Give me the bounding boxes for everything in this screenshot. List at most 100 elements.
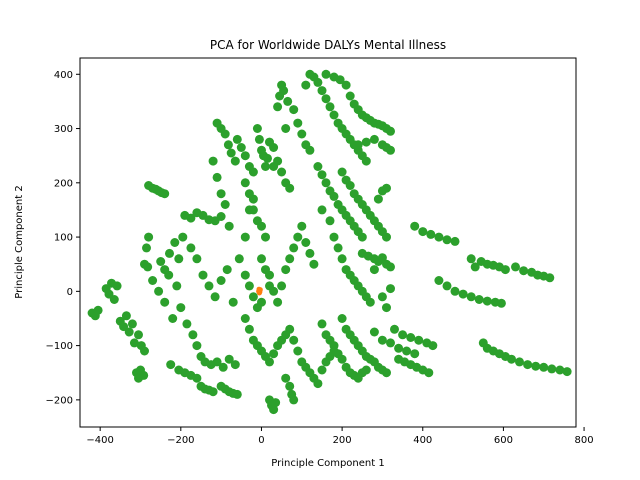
y-tick-label: −200 [46, 395, 73, 406]
data-point [198, 270, 208, 280]
data-point [156, 257, 166, 266]
data-point [386, 145, 395, 155]
data-point [234, 254, 244, 264]
data-point [144, 232, 154, 242]
data-point [369, 265, 379, 275]
data-point [321, 94, 331, 104]
data-point [511, 262, 520, 272]
data-point [220, 129, 230, 139]
axes-frame [79, 57, 577, 428]
data-point [127, 319, 137, 329]
data-point [273, 297, 283, 307]
data-point [313, 162, 323, 171]
data-point [382, 183, 391, 193]
data-point [109, 295, 119, 304]
data-point [176, 303, 186, 313]
data-point [269, 162, 279, 171]
data-point [297, 221, 307, 231]
data-point [382, 368, 391, 378]
data-point [515, 357, 524, 367]
data-point [232, 389, 242, 399]
data-point [500, 265, 510, 275]
data-point [329, 191, 339, 201]
y-tick-label: 0 [67, 287, 73, 298]
data-point [365, 297, 375, 307]
data-point [285, 254, 295, 264]
data-point [410, 349, 420, 359]
data-point [277, 281, 287, 291]
data-point [345, 91, 355, 101]
data-point [335, 75, 345, 85]
data-point [394, 343, 404, 353]
y-tick-label: 100 [54, 233, 73, 244]
data-point [166, 360, 176, 370]
data-point [204, 281, 214, 291]
data-point [140, 346, 149, 356]
data-point [426, 229, 436, 239]
data-point [321, 178, 331, 188]
data-point [321, 69, 331, 79]
data-point [353, 140, 363, 150]
x-axis-ticks: −400 −200 0 200 400 600 800 [86, 427, 594, 446]
data-point [168, 314, 178, 323]
data-point [93, 305, 103, 315]
data-point [293, 118, 303, 128]
x-tick-label: −200 [167, 435, 194, 446]
data-point [341, 80, 351, 90]
data-point [178, 232, 188, 242]
y-tick-label: 200 [54, 178, 73, 189]
data-point [170, 238, 180, 247]
data-point [519, 266, 529, 276]
data-point [124, 327, 134, 337]
data-point [458, 289, 468, 299]
data-point [414, 335, 424, 345]
data-point [317, 365, 327, 375]
data-point [254, 134, 264, 144]
data-point [216, 189, 226, 199]
y-tick-label: −100 [46, 341, 73, 352]
data-point [386, 262, 395, 272]
data-point [252, 124, 262, 133]
data-point [539, 362, 549, 372]
data-point [377, 253, 387, 263]
data-point [121, 311, 131, 321]
data-point [281, 265, 291, 275]
data-point [192, 373, 202, 383]
chart-title: PCA for Worldwide DALYs Mental Illness [210, 38, 446, 52]
y-tick-label: 400 [54, 70, 73, 81]
x-tick-label: 200 [333, 435, 352, 446]
data-point [261, 232, 270, 242]
data-point [424, 368, 434, 378]
data-point [216, 212, 226, 221]
x-tick-label: 600 [494, 435, 513, 446]
data-point [248, 292, 258, 302]
data-point [297, 129, 307, 139]
data-point [112, 281, 122, 291]
data-point [293, 346, 303, 356]
data-point [188, 330, 198, 340]
data-point [293, 232, 303, 242]
data-point [382, 232, 391, 242]
data-point [182, 319, 192, 329]
data-point [208, 156, 218, 166]
data-point [377, 292, 387, 302]
data-point [386, 126, 395, 136]
data-point [434, 276, 444, 285]
x-tick-label: 400 [413, 435, 432, 446]
data-point [285, 324, 295, 334]
data-point [281, 124, 291, 133]
data-point [244, 189, 254, 199]
data-point [450, 236, 460, 246]
data-point [523, 360, 533, 370]
x-tick-label: 0 [258, 435, 264, 446]
data-point [337, 314, 347, 323]
data-point [248, 205, 258, 215]
data-point [317, 170, 327, 180]
data-point [228, 297, 238, 307]
data-point [428, 341, 438, 351]
data-point [562, 367, 572, 377]
data-point [160, 189, 170, 199]
data-point [240, 151, 250, 161]
data-point [273, 102, 283, 112]
data-point [212, 357, 222, 367]
